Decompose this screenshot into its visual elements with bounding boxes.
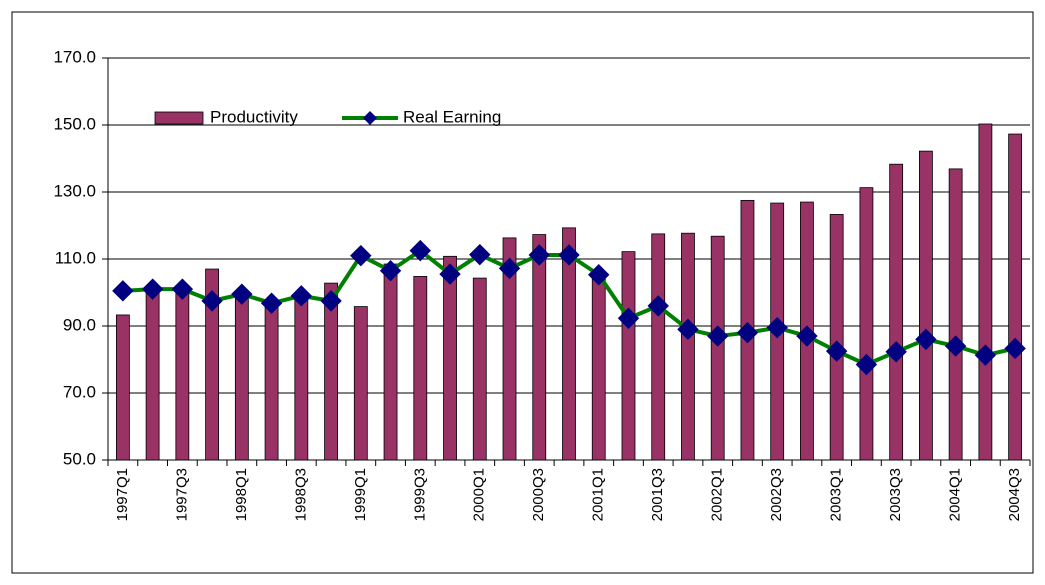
bar — [562, 227, 576, 461]
marker — [855, 353, 878, 376]
x-tick-label: 2001Q1 — [590, 468, 607, 521]
bar — [829, 214, 844, 461]
marker — [350, 244, 372, 267]
marker — [915, 328, 937, 351]
marker — [528, 244, 550, 266]
marker — [201, 290, 223, 312]
marker — [885, 341, 907, 363]
marker — [439, 263, 461, 285]
bar — [681, 232, 695, 461]
bar — [353, 306, 368, 461]
marker — [944, 335, 967, 357]
x-tick-label: 1997Q3 — [173, 468, 190, 521]
x-tick-label: 2002Q1 — [709, 468, 726, 521]
x-tick-label: 2004Q3 — [1006, 468, 1023, 521]
x-tick-label: 1998Q3 — [292, 468, 309, 521]
bar — [591, 273, 606, 461]
bar — [889, 163, 904, 461]
marker — [320, 290, 342, 312]
y-tick-label: 110.0 — [55, 248, 96, 267]
bar — [264, 300, 279, 461]
marker — [677, 318, 699, 341]
legend-swatch — [154, 111, 204, 125]
marker — [707, 325, 729, 347]
marker — [825, 340, 848, 362]
marker — [112, 280, 134, 302]
x-tick-label: 2000Q1 — [471, 468, 488, 521]
marker — [290, 285, 313, 307]
y-tick-label: 90.0 — [63, 315, 96, 334]
x-tick-label: 2003Q3 — [887, 468, 904, 521]
bar — [948, 168, 963, 461]
marker — [498, 257, 521, 280]
bar — [710, 235, 725, 461]
marker — [736, 321, 759, 344]
bar — [919, 150, 933, 461]
bar — [145, 288, 160, 461]
x-tick-label: 2003Q1 — [828, 468, 845, 521]
bar — [234, 295, 249, 461]
legend-marker — [363, 111, 377, 125]
bar — [621, 251, 636, 461]
bar — [1008, 133, 1023, 461]
marker — [231, 283, 253, 305]
x-tick-label: 1999Q3 — [411, 468, 428, 521]
marker — [796, 325, 818, 347]
bar — [175, 287, 190, 461]
chart-frame — [11, 11, 1034, 574]
bar — [383, 263, 398, 461]
bar — [532, 234, 547, 461]
bar — [978, 123, 993, 461]
legend: Productivity Real Earning — [154, 107, 501, 126]
bar — [859, 187, 874, 461]
marker — [1004, 337, 1026, 360]
marker — [141, 278, 164, 300]
y-tick-label: 130.0 — [53, 181, 96, 200]
marker — [558, 244, 580, 266]
y-tick-label: 70.0 — [63, 382, 96, 401]
bar — [472, 277, 487, 461]
x-tick-label: 2000Q3 — [530, 468, 547, 521]
marker — [617, 307, 640, 330]
x-tick-label: 1999Q1 — [352, 468, 369, 521]
marker — [260, 292, 283, 314]
marker — [171, 278, 194, 300]
marker — [469, 243, 491, 266]
marker — [588, 264, 610, 286]
bar — [294, 293, 309, 461]
x-tick-label: 1997Q1 — [114, 468, 131, 521]
legend-label: Productivity — [210, 107, 298, 126]
marker — [379, 260, 402, 282]
bar — [651, 233, 666, 461]
marker — [766, 316, 788, 339]
y-tick-label: 150.0 — [53, 114, 96, 133]
y-tick-label: 50.0 — [63, 449, 96, 468]
bar — [413, 276, 428, 461]
bar — [205, 268, 219, 461]
bar — [502, 237, 517, 461]
bar — [324, 282, 338, 461]
x-tick-label: 2002Q3 — [768, 468, 785, 521]
bar — [443, 255, 457, 461]
marker — [647, 295, 669, 317]
marker — [409, 239, 431, 262]
bar — [115, 314, 130, 461]
x-tick-label: 2001Q3 — [649, 468, 666, 521]
x-tick-label: 2004Q1 — [947, 468, 964, 521]
marker — [974, 344, 997, 366]
x-tick-label: 1998Q1 — [233, 468, 250, 521]
legend-label: Real Earning — [403, 107, 501, 126]
y-tick-label: 170.0 — [53, 47, 96, 66]
